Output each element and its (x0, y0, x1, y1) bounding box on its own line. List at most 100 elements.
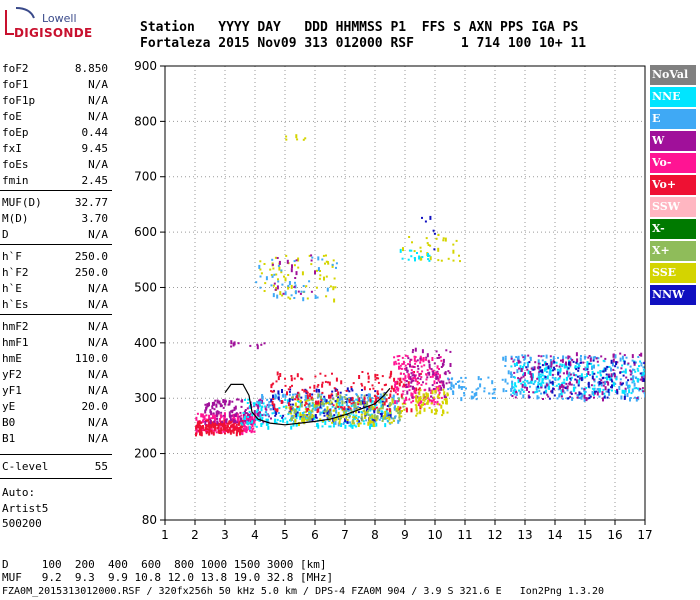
echo-point (452, 243, 455, 246)
echo-point (375, 406, 378, 409)
echo-point (265, 411, 268, 414)
echo-point (329, 411, 332, 416)
echo-point (292, 416, 295, 419)
echo-point (213, 420, 216, 423)
param-separator (0, 454, 112, 455)
echo-point (409, 358, 412, 361)
echo-point (514, 364, 517, 367)
echo-point (328, 394, 330, 399)
echo-point (199, 427, 201, 432)
echo-point (248, 425, 251, 430)
param-value: N/A (88, 228, 108, 241)
echo-point (612, 358, 615, 363)
echo-point (273, 409, 276, 414)
echo-point (289, 403, 292, 406)
echo-point (327, 414, 330, 417)
echo-point (364, 417, 367, 419)
echo-point (331, 421, 334, 424)
echo-point (410, 372, 413, 375)
echo-point (246, 402, 249, 404)
echo-point (550, 361, 553, 366)
echo-point (425, 237, 428, 240)
param-value: 3.70 (81, 212, 109, 225)
echo-point (443, 391, 446, 396)
echo-point (264, 405, 267, 408)
echo-point (575, 379, 578, 384)
echo-point (290, 377, 293, 382)
echo-point (435, 386, 438, 389)
echo-point (424, 388, 427, 391)
echo-point (290, 417, 293, 421)
echo-point (642, 390, 645, 393)
echo-point (640, 364, 643, 367)
echo-point (615, 375, 618, 380)
echo-point (293, 377, 296, 380)
echo-point (555, 364, 558, 367)
param-value: N/A (88, 110, 108, 123)
echo-point (346, 413, 349, 416)
echo-point (247, 416, 250, 418)
echo-point (365, 394, 368, 397)
echo-point (233, 406, 236, 411)
echo-point (215, 431, 218, 434)
param-name: h`F2 (2, 266, 29, 279)
echo-point (613, 373, 616, 378)
echo-point (451, 390, 454, 393)
echo-point (638, 365, 640, 368)
echo-point (250, 412, 252, 415)
echo-point (341, 400, 344, 405)
echo-point (464, 376, 467, 379)
echo-point (416, 252, 418, 254)
echo-point (389, 373, 392, 378)
echo-point (287, 284, 290, 287)
echo-point (260, 407, 263, 412)
echo-point (567, 355, 570, 360)
echo-point (421, 216, 423, 219)
echo-point (513, 371, 516, 374)
param-name: M(D) (2, 212, 29, 225)
echo-point (202, 426, 204, 429)
echo-point (507, 370, 510, 375)
echo-point (561, 382, 564, 385)
echo-point (339, 391, 342, 394)
echo-point (387, 414, 390, 417)
echo-point (276, 396, 279, 399)
echo-point (389, 390, 392, 393)
echo-point (327, 416, 330, 419)
echo-point (642, 371, 645, 376)
echo-point (433, 248, 436, 251)
echo-point (612, 368, 615, 371)
echo-point (229, 420, 232, 423)
echo-point (397, 377, 400, 380)
param-value: N/A (88, 320, 108, 333)
echo-point (230, 430, 233, 433)
echo-point (416, 370, 419, 373)
echo-point (353, 407, 356, 412)
echo-point (340, 380, 343, 385)
echo-point (290, 375, 293, 377)
echo-point (330, 393, 333, 396)
echo-point (341, 404, 344, 406)
echo-point (375, 403, 378, 406)
echo-point (406, 370, 409, 373)
echo-point (275, 409, 277, 412)
echo-point (539, 368, 542, 371)
echo-point (548, 379, 551, 384)
echo-point (200, 427, 203, 432)
echo-point (276, 408, 279, 411)
echo-point (239, 426, 242, 429)
echo-point (302, 414, 305, 419)
echo-point (591, 375, 594, 380)
param-value: 8.850 (74, 62, 108, 75)
echo-point (480, 378, 482, 381)
echo-point (361, 389, 363, 391)
echo-point (339, 401, 341, 404)
echo-point (341, 407, 343, 410)
echo-point (327, 381, 329, 384)
echo-point (305, 285, 308, 288)
echo-point (290, 425, 293, 430)
y-tick-label: 80 (142, 513, 157, 527)
echo-point (573, 387, 576, 392)
echo-point (254, 423, 256, 426)
echo-point (642, 377, 645, 382)
